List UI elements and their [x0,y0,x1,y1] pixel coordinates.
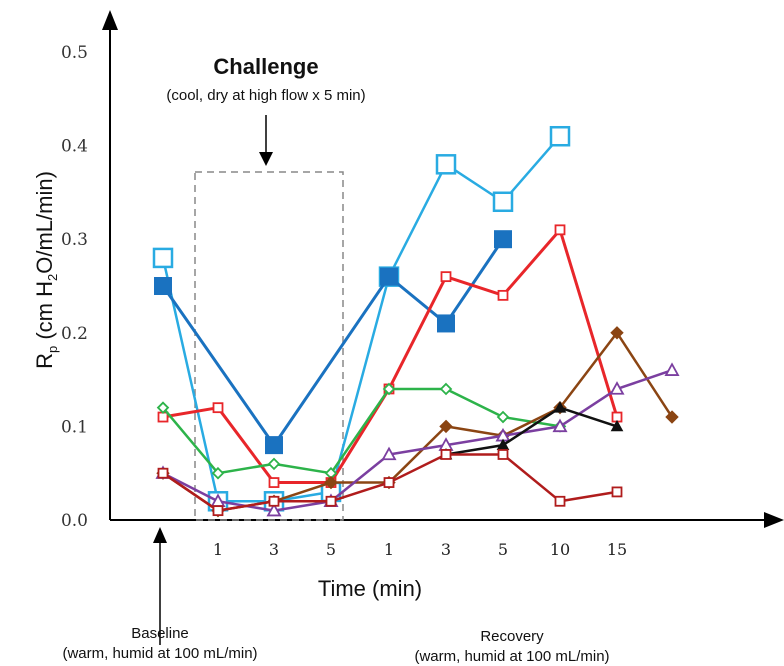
y-tick-label: 0.5 [61,43,88,63]
y-axis-title-units-post: O/mL/min) [32,171,57,274]
data-point [324,475,338,490]
data-point [610,326,624,340]
data-point [154,277,172,295]
data-point [496,410,510,424]
x-tick-label: 5 [498,540,508,559]
data-point [439,419,453,434]
y-axis-title-units-pre: (cm H [32,281,57,346]
x-tick-labels: 1 3 5 1 3 5 10 15 [213,540,627,559]
data-point [383,477,395,488]
series-8 [157,449,623,517]
series-line [162,331,674,512]
data-point [156,401,170,414]
y-axis-title-units-sub: 2 [45,274,60,281]
challenge-title: Challenge [213,54,318,79]
data-point [440,449,452,460]
data-point [609,381,625,395]
data-point [268,477,280,488]
data-point [211,466,225,480]
data-point [611,486,623,498]
data-point [665,410,679,424]
data-point [610,419,624,432]
data-point [552,418,568,433]
challenge-box [194,171,344,521]
series-4 [156,382,567,480]
data-point [494,230,512,249]
data-point [212,505,224,517]
x-tick-label: 1 [213,540,223,559]
y-axis-title-sub: p [45,346,60,353]
data-point [267,457,281,471]
data-point [492,191,514,213]
data-point [439,382,453,396]
baseline-subtitle: (warm, humid at 100 mL/min) [62,645,257,662]
series-line [162,369,673,512]
data-point [554,495,566,507]
data-point [435,154,457,175]
data-point [152,247,174,269]
recovery-title: Recovery [480,628,544,645]
data-point [553,401,567,413]
data-point [497,289,509,301]
x-tick-label: 3 [269,540,279,559]
baseline-title: Baseline [131,625,189,642]
challenge-arrow-icon [259,152,273,166]
series-line [445,406,618,456]
y-tick-labels: 0.0 0.1 0.2 0.3 0.4 0.5 [61,43,88,531]
data-point [380,267,398,286]
x-tick-label: 10 [550,540,570,559]
y-tick-label: 0.4 [61,137,88,157]
x-tick-label: 5 [326,540,336,559]
series-line [162,387,561,475]
x-tick-label: 1 [384,540,394,559]
data-point [268,495,280,507]
series-line [161,238,505,447]
y-axis-title: Rp (cm H2O/mL/min) [32,171,60,369]
data-point [497,449,509,460]
x-axis-title: Time (min) [318,576,422,601]
data-point [266,502,282,517]
y-axis-title-main: R [32,353,57,369]
x-tick-label: 3 [441,540,451,559]
data-point [157,467,169,479]
series-layer [152,125,680,518]
data-point [382,382,396,396]
y-tick-label: 0.0 [61,511,88,531]
y-axis-arrow-icon [102,10,118,30]
data-point [549,125,571,147]
y-tick-label: 0.1 [61,417,88,437]
x-tick-label: 15 [607,540,627,559]
series-2 [154,230,512,455]
data-point [325,495,337,507]
data-point [265,436,283,455]
y-tick-label: 0.2 [61,324,88,344]
series-3 [157,224,623,488]
data-point [440,271,452,283]
baseline-arrow-icon [153,527,167,543]
x-axis-arrow-icon [764,512,784,528]
data-point [554,224,566,236]
recovery-subtitle: (warm, humid at 100 mL/min) [414,648,609,665]
y-tick-label: 0.3 [61,230,88,250]
data-point [437,314,455,333]
data-point [381,446,397,461]
data-point [212,402,224,414]
challenge-subtitle: (cool, dry at high flow x 5 min) [166,87,365,104]
data-point [664,362,680,376]
